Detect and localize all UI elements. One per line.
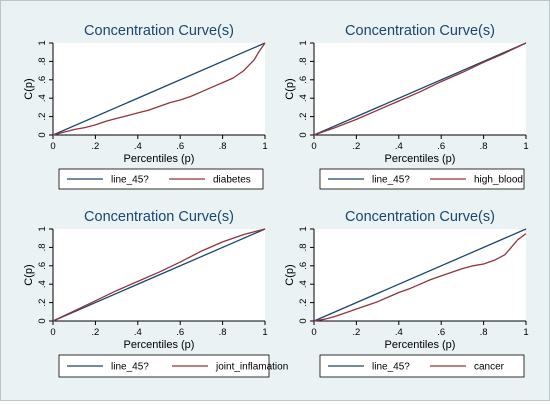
- y-tick-label: .8: [37, 57, 48, 65]
- concentration-curve-diabetes: [52, 42, 266, 136]
- x-tick-label: .8: [219, 141, 227, 152]
- x-tick-label: .4: [134, 327, 142, 338]
- y-tick-label: .2: [37, 113, 48, 121]
- y-tick-label: .2: [298, 113, 309, 121]
- line-45-series: [313, 42, 527, 136]
- legend-label: line_45?: [372, 362, 410, 373]
- x-tick-label: 1: [523, 141, 528, 152]
- legend-label: joint_inflamation: [215, 362, 288, 373]
- y-tick-label: .2: [298, 299, 309, 307]
- x-tick-label: .4: [395, 327, 403, 338]
- x-tick-label: .2: [352, 327, 360, 338]
- legend-label: diabetes: [213, 175, 251, 186]
- x-tick-label: .8: [480, 327, 488, 338]
- concentration-curve-high_blood: [313, 42, 527, 136]
- concentration-curve-joint_inflamation: [52, 228, 266, 322]
- x-tick-label: 1: [262, 327, 267, 338]
- y-axis-title: C(p): [284, 264, 296, 285]
- y-tick-label: .4: [37, 94, 48, 102]
- chart-title: Concentration Curve(s): [84, 23, 234, 39]
- chart-title: Concentration Curve(s): [84, 209, 234, 225]
- x-tick-label: 1: [262, 141, 267, 152]
- y-tick-label: .8: [298, 243, 309, 251]
- legend-box: [319, 168, 525, 190]
- line-45-series: [313, 228, 527, 322]
- chart-title: Concentration Curve(s): [345, 23, 495, 39]
- y-tick-label: 1: [37, 226, 48, 231]
- x-tick-label: .6: [176, 141, 184, 152]
- y-axis-title: C(p): [23, 264, 35, 285]
- x-tick-label: .2: [91, 141, 99, 152]
- x-tick-label: .6: [437, 141, 445, 152]
- legend-box: [58, 168, 264, 190]
- y-tick-label: .6: [37, 76, 48, 84]
- x-tick-label: 0: [50, 141, 55, 152]
- x-tick-label: .2: [352, 141, 360, 152]
- y-tick-label: 0: [37, 132, 48, 137]
- legend-label: high_blood: [474, 175, 523, 186]
- y-tick-label: .6: [298, 262, 309, 270]
- y-tick-label: 1: [37, 40, 48, 45]
- chart-panel-2: Concentration Curve(s) 0 .2 .4 .6 .8 1 0 .2 .4 .6.…: [284, 23, 529, 190]
- legend-label: line_45?: [111, 175, 149, 186]
- chart-panel-1: Concentration Curve(s) 0 .2 .4 .6 .8 1 0 .2 .4 .6.…: [23, 23, 268, 190]
- chart-title: Concentration Curve(s): [345, 209, 495, 225]
- y-tick-label: .6: [298, 76, 309, 84]
- y-tick-label: 0: [298, 132, 309, 137]
- x-tick-label: 0: [50, 327, 55, 338]
- x-tick-label: .4: [395, 141, 403, 152]
- legend-label: cancer: [474, 362, 505, 373]
- y-tick-label: .8: [298, 57, 309, 65]
- line-45-series: [52, 228, 266, 322]
- x-axis-title: Percentiles (p): [124, 153, 195, 165]
- legend-box: [319, 354, 525, 378]
- chart-panel-3: Concentration Curve(s) 0 .2 .4 .6 .8 1 0 .2 .4 .6.…: [23, 209, 288, 378]
- y-tick-label: .2: [37, 299, 48, 307]
- x-tick-label: .6: [437, 327, 445, 338]
- y-tick-label: 1: [298, 226, 309, 231]
- chart-panel-4: Concentration Curve(s) 0 .2 .4 .6 .8 1 0 .2 .4 .6.…: [284, 209, 529, 378]
- x-tick-label: .8: [219, 327, 227, 338]
- y-tick-label: .6: [37, 262, 48, 270]
- y-tick-label: 0: [298, 318, 309, 323]
- x-tick-label: .8: [480, 141, 488, 152]
- x-tick-label: .6: [176, 327, 184, 338]
- legend-label: line_45?: [111, 362, 149, 373]
- x-tick-label: .2: [91, 327, 99, 338]
- y-tick-label: .4: [298, 94, 309, 102]
- legend-box: [58, 354, 270, 378]
- y-axis-title: C(p): [284, 78, 296, 99]
- x-tick-label: 0: [311, 141, 316, 152]
- x-axis-title: Percentiles (p): [124, 339, 195, 351]
- x-tick-label: .4: [134, 141, 142, 152]
- y-tick-label: .4: [37, 280, 48, 288]
- y-tick-label: 0: [37, 318, 48, 323]
- concentration-curve-cancer: [313, 233, 527, 322]
- x-axis-title: Percentiles (p): [385, 339, 456, 351]
- x-tick-label: 0: [311, 327, 316, 338]
- x-tick-label: 1: [523, 327, 528, 338]
- y-axis-title: C(p): [23, 78, 35, 99]
- line-45-series: [52, 42, 266, 136]
- y-tick-label: .8: [37, 243, 48, 251]
- y-tick-label: 1: [298, 40, 309, 45]
- y-tick-label: .4: [298, 280, 309, 288]
- x-axis-title: Percentiles (p): [385, 153, 456, 165]
- legend-label: line_45?: [372, 175, 410, 186]
